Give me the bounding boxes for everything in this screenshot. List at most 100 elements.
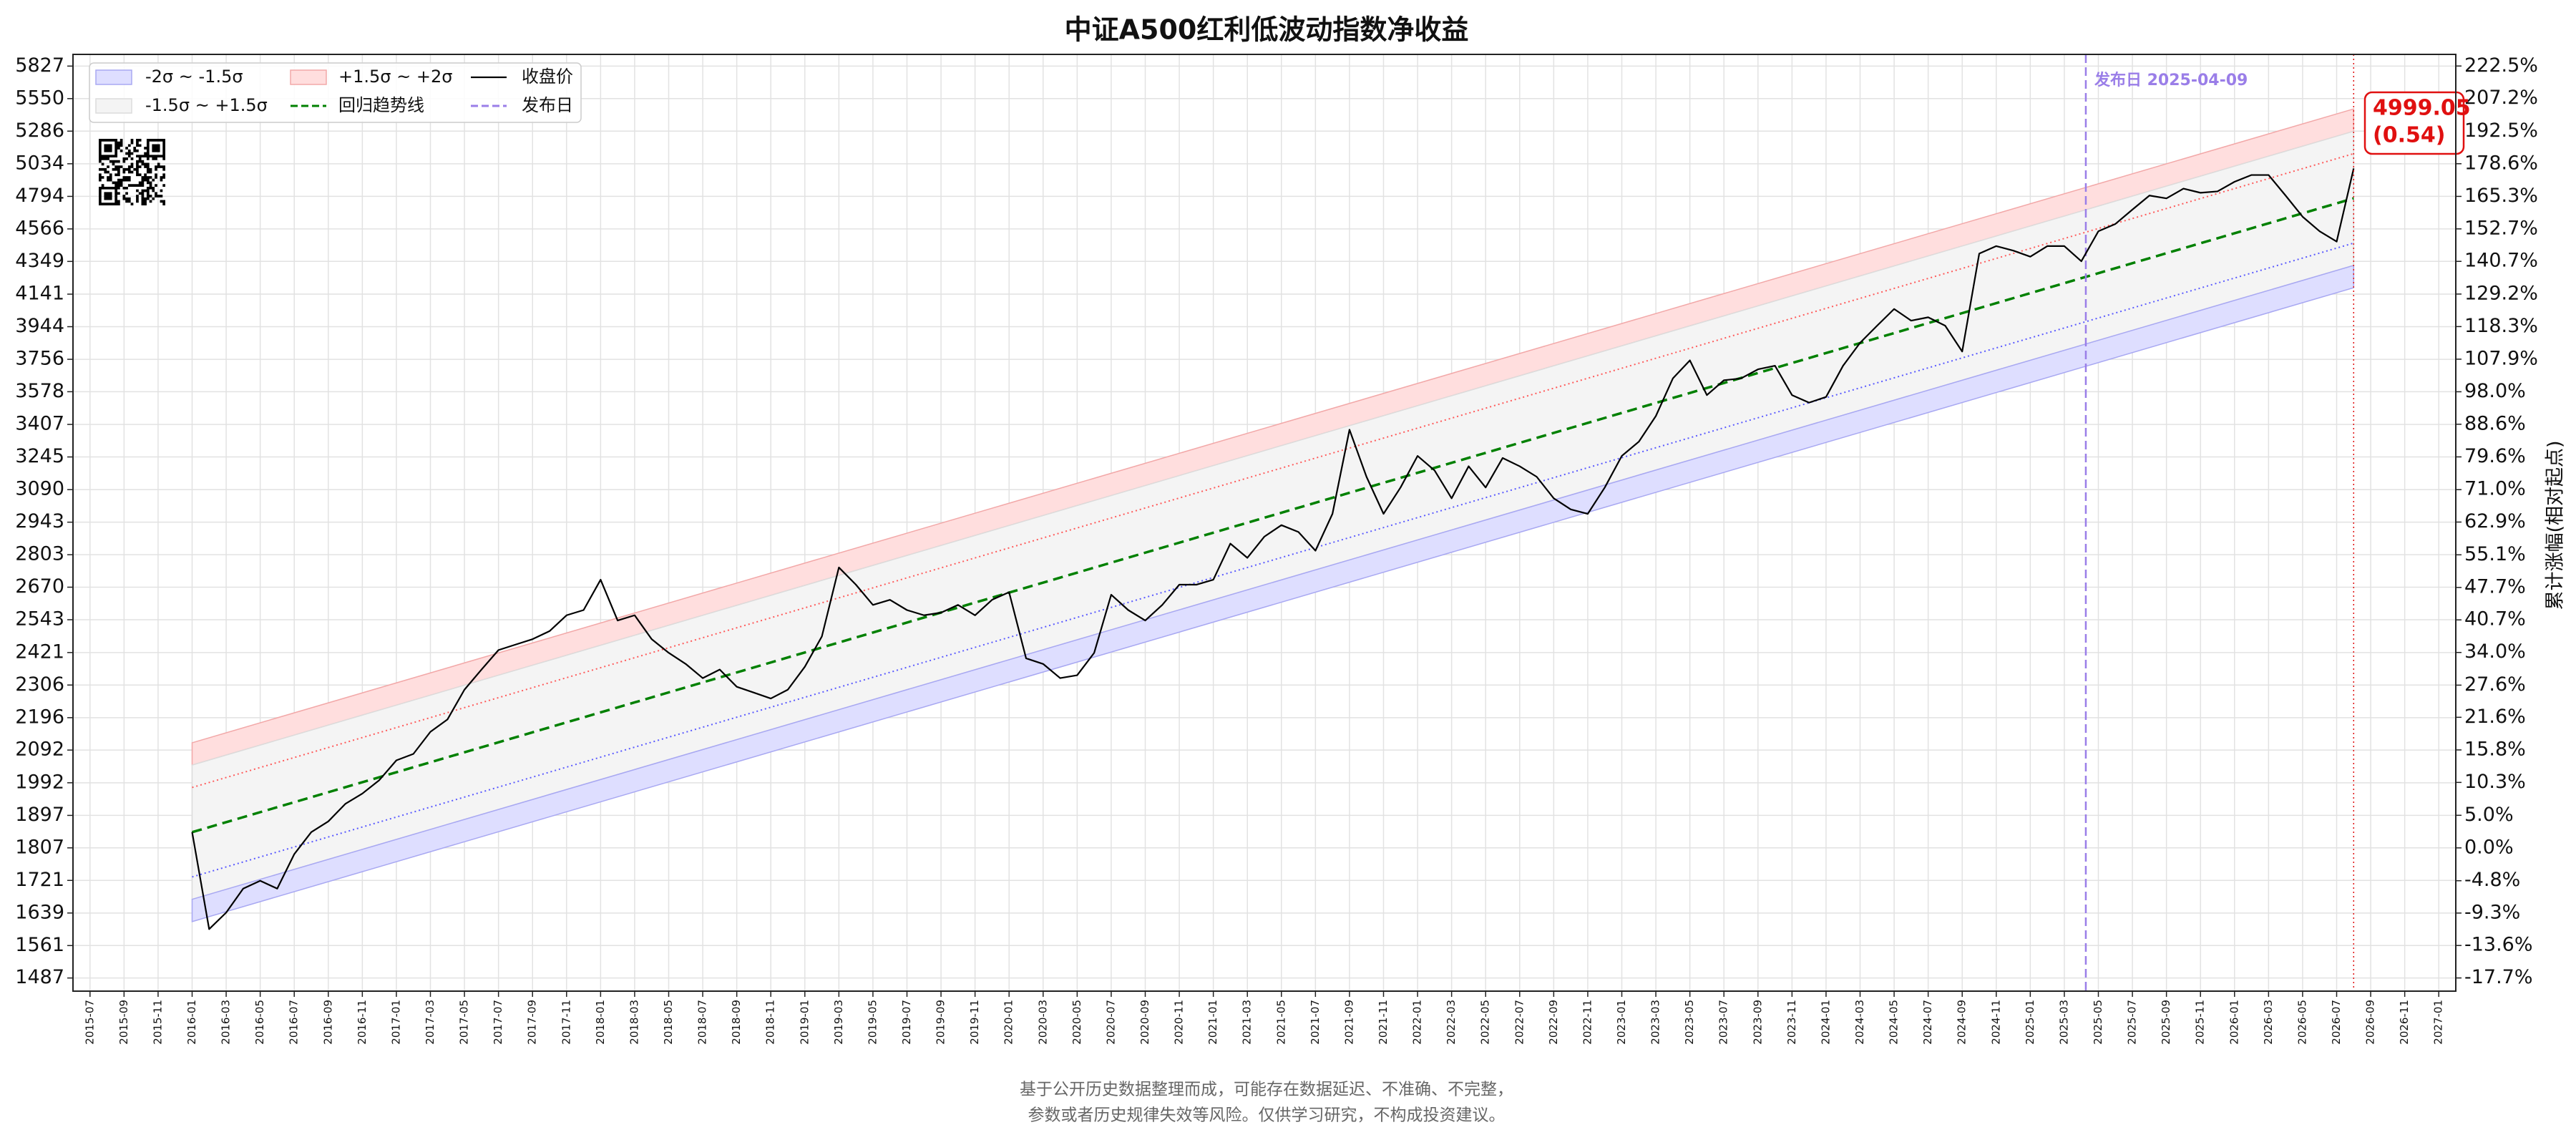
y-tick-label: 4349 <box>15 250 64 272</box>
y2-tick-label: 71.0% <box>2464 478 2526 500</box>
y2-tick-label: 140.7% <box>2464 250 2538 272</box>
y2-tick-label: -17.7% <box>2464 966 2533 988</box>
y2-tick-label: 107.9% <box>2464 347 2538 369</box>
x-tick-label: 2023-01 <box>1615 1000 1628 1045</box>
x-tick-label: 2026-07 <box>2330 1000 2343 1045</box>
x-tick-label: 2022-01 <box>1411 1000 1424 1045</box>
y2-tick-label: 15.8% <box>2464 738 2526 760</box>
x-tick-label: 2024-09 <box>1956 1000 1968 1045</box>
legend-label: 回归趋势线 <box>338 95 424 115</box>
legend-swatch <box>95 69 132 85</box>
y2-axis-label: 累计涨幅(相对起点) <box>2545 440 2567 610</box>
x-tick-label: 2019-01 <box>798 1000 811 1045</box>
y-tick-label: 5034 <box>15 152 64 174</box>
x-tick-label: 2021-01 <box>1206 1000 1219 1045</box>
y-tick-label: 4566 <box>15 217 64 239</box>
x-tick-label: 2021-03 <box>1241 1000 1254 1045</box>
x-tick-label: 2026-09 <box>2364 1000 2377 1045</box>
x-tick-label: 2025-09 <box>2160 1000 2172 1045</box>
sigma-band <box>191 108 2355 766</box>
y-tick-label: 2421 <box>15 640 64 663</box>
y-tick-label: 3756 <box>15 348 64 370</box>
y-tick-label: 3407 <box>15 413 64 435</box>
x-tick-label: 2016-05 <box>253 1000 266 1045</box>
y-tick-label: 1561 <box>15 934 64 956</box>
x-tick-label: 2024-03 <box>1853 1000 1866 1045</box>
x-tick-label: 2022-07 <box>1513 1000 1526 1045</box>
x-tick-label: 2016-01 <box>185 1000 198 1045</box>
y-tick-label: 4794 <box>15 185 64 207</box>
y2-tick-label: -9.3% <box>2464 901 2520 923</box>
x-tick-label: 2021-09 <box>1342 1000 1355 1045</box>
legend-box <box>89 62 582 123</box>
legend-swatch <box>95 98 132 114</box>
y2-tick-label: 10.3% <box>2464 771 2526 793</box>
y-tick-label: 1721 <box>15 869 64 891</box>
y2-tick-label: 79.6% <box>2464 445 2526 467</box>
y-tick-label: 4141 <box>15 283 64 305</box>
x-tick-label: 2024-01 <box>1819 1000 1832 1045</box>
x-tick-label: 2025-11 <box>2194 1000 2207 1045</box>
x-tick-label: 2025-05 <box>2092 1000 2104 1045</box>
y2-tick-label: 55.1% <box>2464 543 2526 565</box>
x-tick-label: 2018-07 <box>696 1000 709 1045</box>
y-tick-label: 2092 <box>15 739 64 761</box>
x-tick-label: 2020-11 <box>1173 1000 1186 1045</box>
x-tick-label: 2022-03 <box>1445 1000 1458 1045</box>
y-tick-label: 3245 <box>15 445 64 467</box>
x-tick-label: 2016-07 <box>288 1000 301 1045</box>
x-tick-label: 2020-03 <box>1036 1000 1049 1045</box>
y-tick-label: 5550 <box>15 87 64 109</box>
x-tick-label: 2019-07 <box>900 1000 913 1045</box>
x-tick-label: 2019-05 <box>866 1000 879 1045</box>
y2-tick-label: 27.6% <box>2464 673 2526 696</box>
y-tick-label: 5286 <box>15 120 64 142</box>
y-tick-label: 1639 <box>15 901 64 923</box>
trend-line <box>192 197 2354 834</box>
x-tick-label: 2017-05 <box>458 1000 471 1045</box>
y-tick-label: 2670 <box>15 575 64 598</box>
legend-swatch <box>290 69 327 85</box>
y-tick-label: 2943 <box>15 510 64 532</box>
x-tick-label: 2024-11 <box>1989 1000 2002 1045</box>
release-label: 发布日 2025-04-09 <box>2094 71 2248 89</box>
y2-tick-label: 118.3% <box>2464 315 2538 337</box>
y2-tick-label: 207.2% <box>2464 87 2538 109</box>
x-tick-label: 2017-07 <box>492 1000 504 1045</box>
y2-tick-label: 129.2% <box>2464 282 2538 304</box>
sigma-band <box>191 264 2355 922</box>
x-tick-label: 2023-05 <box>1683 1000 1696 1045</box>
x-tick-label: 2023-09 <box>1751 1000 1764 1045</box>
x-tick-label: 2015-11 <box>151 1000 164 1045</box>
x-tick-label: 2023-11 <box>1785 1000 1798 1045</box>
x-tick-label: 2016-11 <box>356 1000 369 1045</box>
y2-tick-label: 165.3% <box>2464 185 2538 207</box>
y2-tick-label: 222.5% <box>2464 54 2538 77</box>
y-tick-label: 2196 <box>15 706 64 728</box>
y2-tick-label: 98.0% <box>2464 380 2526 402</box>
y2-tick-label: 34.0% <box>2464 640 2526 663</box>
x-tick-label: 2025-01 <box>2024 1000 2036 1045</box>
x-tick-label: 2020-07 <box>1104 1000 1117 1045</box>
y2-tick-label: 152.7% <box>2464 217 2538 239</box>
last-value-label: 4999.05 <box>2373 96 2471 121</box>
x-tick-label: 2019-11 <box>968 1000 981 1045</box>
close-line <box>191 168 2355 930</box>
x-tick-label: 2020-01 <box>1002 1000 1015 1045</box>
footer-line: 参数或者历史规律失效等风险。仅供学习研究，不构成投资建议。 <box>1028 1106 1506 1125</box>
y-tick-label: 1992 <box>15 771 64 793</box>
x-tick-label: 2015-09 <box>117 1000 130 1045</box>
x-tick-label: 2018-01 <box>594 1000 607 1045</box>
sigma-line <box>192 152 2354 789</box>
y2-tick-label: 47.7% <box>2464 575 2526 598</box>
y2-tick-label: 5.0% <box>2464 804 2514 826</box>
x-tick-label: 2021-07 <box>1309 1000 1322 1045</box>
y2-tick-label: 192.5% <box>2464 120 2538 142</box>
chart-title: 中证A500红利低波动指数净收益 <box>1065 14 1469 46</box>
sigma-line <box>192 242 2354 878</box>
qr-code <box>99 139 165 205</box>
x-tick-label: 2019-09 <box>935 1000 947 1045</box>
x-tick-label: 2022-05 <box>1479 1000 1492 1045</box>
x-tick-label: 2021-11 <box>1377 1000 1390 1045</box>
